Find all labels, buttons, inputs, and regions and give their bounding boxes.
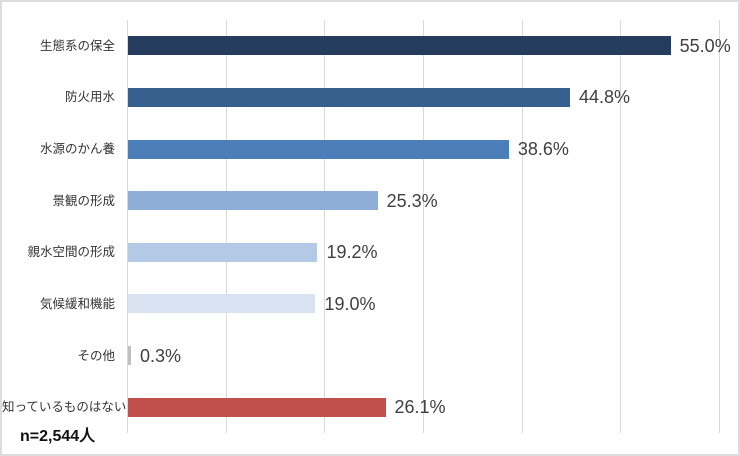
- category-label: 水源のかん養: [39, 142, 115, 157]
- sample-size-label: n=2,544人: [20, 428, 96, 445]
- value-label: 26.1%: [394, 397, 446, 418]
- bar: [128, 294, 316, 314]
- x-gridline: [324, 20, 326, 433]
- plot-area: [127, 20, 720, 433]
- bar: [128, 139, 509, 159]
- x-gridline: [719, 20, 720, 433]
- bar: [128, 191, 378, 211]
- value-label: 44.8%: [579, 87, 631, 108]
- category-label: 知っているものはない: [2, 400, 127, 415]
- bar: [128, 397, 386, 417]
- category-label: 生態系の保全: [39, 38, 115, 53]
- bar: [128, 87, 571, 107]
- category-label: 景観の形成: [52, 193, 115, 208]
- x-gridline: [423, 20, 424, 433]
- category-label: その他: [77, 348, 115, 363]
- bar: [128, 346, 131, 366]
- value-label: 0.3%: [139, 345, 181, 366]
- bar: [128, 242, 318, 262]
- value-label: 38.6%: [517, 139, 569, 160]
- value-label: 19.0%: [324, 293, 376, 314]
- category-label: 親水空間の形成: [27, 245, 115, 260]
- bar: [128, 36, 671, 56]
- x-gridline: [620, 20, 622, 433]
- x-gridline: [127, 20, 128, 433]
- x-gridline: [521, 20, 523, 433]
- value-label: 55.0%: [679, 35, 731, 56]
- value-label: 25.3%: [386, 190, 438, 211]
- category-label: 防火用水: [64, 90, 115, 105]
- category-label: 気候緩和機能: [39, 296, 115, 311]
- x-gridline: [225, 20, 227, 433]
- value-label: 19.2%: [326, 242, 378, 263]
